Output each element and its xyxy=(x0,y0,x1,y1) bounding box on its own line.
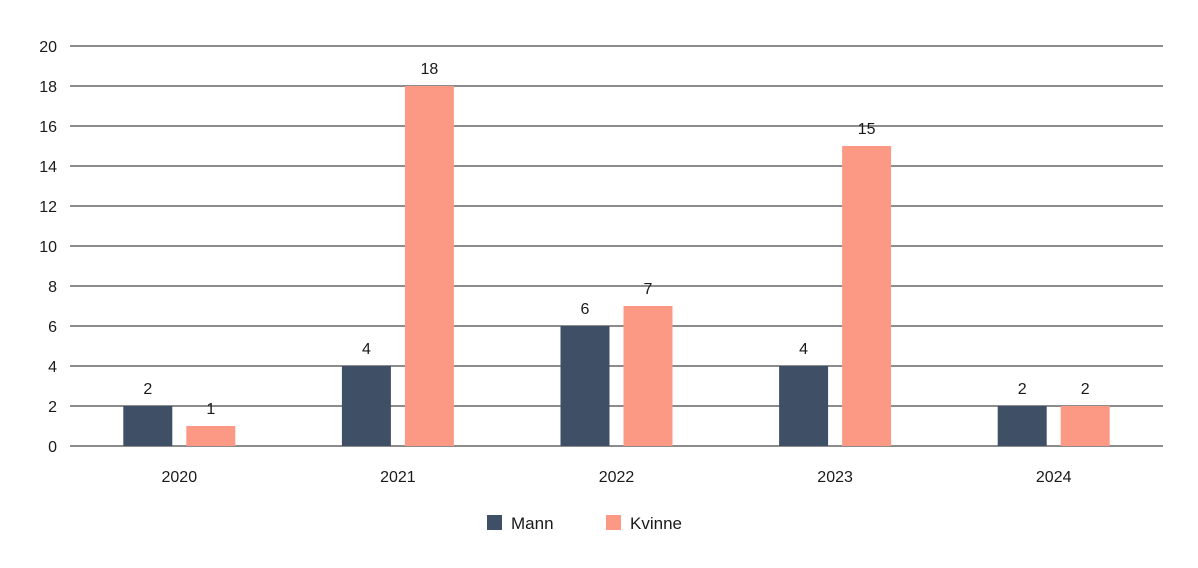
data-label: 4 xyxy=(799,341,808,358)
data-label: 4 xyxy=(362,341,371,358)
bar-kvinne-2023 xyxy=(842,146,892,446)
bar-kvinne-2020 xyxy=(186,426,236,446)
y-axis-tick-labels: 0 2 4 6 8 10 12 14 16 18 20 xyxy=(39,39,57,456)
bar-mann-2024 xyxy=(997,406,1047,446)
y-tick-label: 16 xyxy=(39,119,57,136)
y-tick-label: 6 xyxy=(48,319,57,336)
legend-swatch-kvinne xyxy=(606,515,621,530)
x-category-label: 2021 xyxy=(380,469,416,486)
bar-mann-2022 xyxy=(560,326,610,446)
data-label: 1 xyxy=(206,401,215,418)
y-tick-label: 14 xyxy=(39,159,57,176)
y-tick-label: 4 xyxy=(48,359,57,376)
data-label: 15 xyxy=(858,121,876,138)
bar-mann-2020 xyxy=(123,406,173,446)
legend-label-kvinne: Kvinne xyxy=(630,514,682,533)
y-tick-label: 8 xyxy=(48,279,57,296)
x-category-label: 2023 xyxy=(817,469,853,486)
x-category-label: 2020 xyxy=(162,469,198,486)
bar-mann-2021 xyxy=(341,366,391,446)
data-label: 2 xyxy=(143,381,152,398)
x-category-label: 2024 xyxy=(1036,469,1072,486)
bar-kvinne-2021 xyxy=(404,86,454,446)
x-axis-category-labels: 2020 2021 2022 2023 2024 xyxy=(162,469,1072,486)
bars xyxy=(123,86,1110,446)
data-label: 18 xyxy=(421,61,439,78)
bar-kvinne-2024 xyxy=(1060,406,1110,446)
data-label: 2 xyxy=(1018,381,1027,398)
legend: Mann Kvinne xyxy=(487,514,682,533)
y-tick-label: 20 xyxy=(39,39,57,56)
data-labels: 2 1 4 18 6 7 4 15 2 2 xyxy=(143,61,1089,418)
y-tick-label: 0 xyxy=(48,439,57,456)
bar-kvinne-2022 xyxy=(623,306,673,446)
data-label: 6 xyxy=(581,301,590,318)
y-tick-label: 18 xyxy=(39,79,57,96)
data-label: 7 xyxy=(644,281,653,298)
gridlines xyxy=(70,45,1163,447)
legend-label-mann: Mann xyxy=(511,514,554,533)
bar-mann-2023 xyxy=(779,366,829,446)
x-category-label: 2022 xyxy=(599,469,635,486)
data-label: 2 xyxy=(1081,381,1090,398)
legend-swatch-mann xyxy=(487,515,502,530)
y-tick-label: 2 xyxy=(48,399,57,416)
y-tick-label: 12 xyxy=(39,199,57,216)
y-tick-label: 10 xyxy=(39,239,57,256)
